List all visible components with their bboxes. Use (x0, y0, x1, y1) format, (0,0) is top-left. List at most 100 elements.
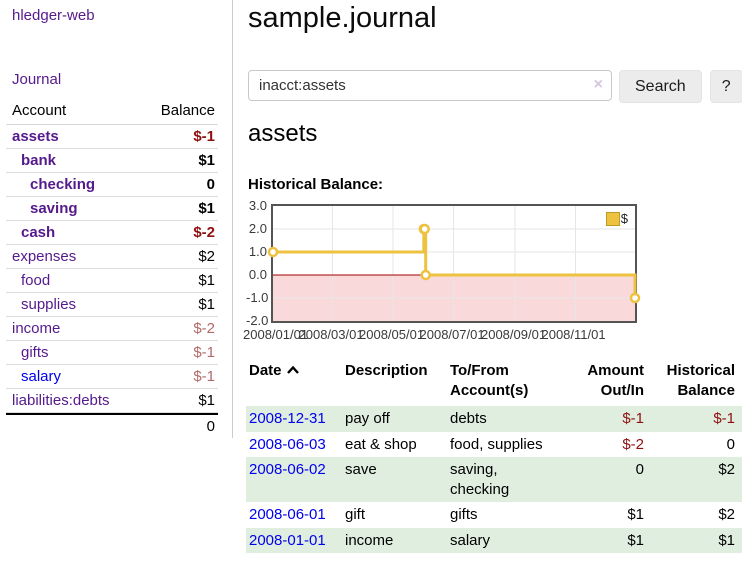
transaction-description: pay off (345, 410, 390, 427)
account-row: expenses $2 (6, 245, 218, 269)
account-balance: $1 (142, 293, 218, 317)
account-link-saving[interactable]: saving (30, 200, 78, 217)
accounts-total-row: 0 (6, 413, 218, 438)
account-balance: $-1 (142, 341, 218, 365)
transaction-row: 2008-06-02 save saving, checking 0 $2 (246, 457, 742, 502)
account-link-income[interactable]: income (12, 320, 61, 337)
y-tick-label: 2.0 (248, 221, 267, 236)
register-table: Date Description To/From Account(s) Amount … (246, 359, 742, 553)
sort-ascending-icon (286, 365, 299, 374)
register-column-description[interactable]: Description (345, 362, 428, 379)
app-brand-link[interactable]: hledger-web (12, 7, 95, 24)
register-column-historical[interactable]: Historical Balance (666, 362, 735, 399)
account-heading: assets (248, 120, 318, 147)
accounts-header-row: Account Balance (6, 99, 218, 125)
account-row: assets $-1 (6, 125, 218, 149)
account-row: supplies $1 (6, 293, 218, 317)
transaction-balance: 0 (726, 435, 735, 453)
transaction-balance: $1 (718, 531, 735, 549)
transaction-date-link[interactable]: 2008-06-03 (249, 435, 326, 453)
account-balance: $1 (142, 389, 218, 413)
account-balance: $1 (142, 269, 218, 293)
accounts-column-account: Account (6, 99, 143, 125)
account-link-liabilities-debts[interactable]: liabilities:debts (12, 392, 110, 409)
account-balance: $-2 (142, 317, 218, 341)
account-link-checking[interactable]: checking (30, 176, 96, 193)
transaction-accounts: saving, checking (450, 461, 510, 498)
transaction-balance: $-1 (713, 410, 735, 427)
account-link-salary[interactable]: salary (21, 368, 62, 385)
x-tick-label: 2008/03/01 (298, 327, 364, 342)
account-row: saving $1 (6, 197, 218, 221)
x-tick-label: 2008/07/01 (419, 327, 485, 342)
transaction-accounts: debts (450, 410, 487, 427)
account-balance: 0 (142, 173, 218, 197)
account-row: salary $-1 (6, 365, 218, 389)
y-tick-label: 0.0 (248, 267, 267, 282)
transaction-description: save (345, 461, 377, 478)
search-button[interactable]: Search (619, 70, 702, 103)
x-tick-label: 2008/01/01 (243, 327, 309, 342)
register-column-date[interactable]: Date (246, 359, 345, 406)
transaction-date-link[interactable]: 2008-01-01 (249, 531, 326, 549)
clear-search-icon[interactable]: × (593, 76, 603, 93)
account-row: checking 0 (6, 173, 218, 197)
chart-legend: $ (603, 210, 630, 227)
main-content: sample.journal × Search ? assets Histori… (243, 0, 742, 582)
account-balance: $2 (142, 245, 218, 269)
transaction-amount: $1 (627, 506, 644, 523)
account-balance: $1 (142, 149, 218, 173)
account-row: liabilities:debts $1 (6, 389, 218, 413)
search-input[interactable] (248, 70, 612, 101)
transaction-amount: $-1 (622, 410, 644, 427)
y-tick-label: 3.0 (248, 198, 267, 213)
account-link-food[interactable]: food (21, 272, 51, 289)
page-title: sample.journal (248, 2, 437, 34)
transaction-accounts: food, supplies (450, 435, 543, 453)
chart-svg (267, 206, 641, 321)
transaction-date-link[interactable]: 2008-06-02 (249, 461, 326, 478)
account-balance: $-1 (142, 125, 218, 149)
x-tick-label: 2008/05/01 (359, 327, 425, 342)
accounts-body: assets $-1 bank $1 checking 0 saving $1 cash $-2 e… (6, 125, 218, 413)
account-balance: $-1 (142, 365, 218, 389)
historical-balance-chart: 3.0 2.0 1.0 0.0 -1.0 -2.0 $ 2008/01/01 2008/03… (243, 198, 666, 342)
transaction-description: eat & shop (345, 435, 417, 453)
account-link-supplies[interactable]: supplies (21, 296, 77, 313)
accounts-table: Account Balance assets $-1 bank $1 checking 0… (6, 99, 218, 438)
transaction-accounts: salary (450, 531, 491, 549)
account-row: income $-2 (6, 317, 218, 341)
accounts-total-value: 0 (142, 413, 218, 438)
search-bar: × Search ? (248, 70, 742, 103)
register-body: 2008-12-31 pay off debts $-1 $-1 2008-06-03 ea… (246, 406, 742, 553)
sidebar: hledger-web Journal Account Balance asse… (0, 0, 233, 438)
account-row: food $1 (6, 269, 218, 293)
register-column-to-from[interactable]: To/From Account(s) (450, 362, 529, 399)
account-link-gifts[interactable]: gifts (21, 344, 49, 361)
transaction-row: 2008-12-31 pay off debts $-1 $-1 (246, 406, 742, 432)
accounts-column-balance: Balance (142, 99, 218, 125)
transaction-description: income (345, 531, 394, 549)
register-header-row: Date Description To/From Account(s) Amount … (246, 359, 742, 406)
transaction-date-link[interactable]: 2008-12-31 (249, 410, 326, 427)
chart-title: Historical Balance: (248, 176, 384, 193)
account-link-assets[interactable]: assets (12, 128, 59, 145)
register-column-amount[interactable]: Amount Out/In (587, 362, 644, 399)
transaction-amount: 0 (635, 461, 644, 478)
transaction-row: 2008-06-03 eat & shop food, supplies $-2 0 (246, 432, 742, 458)
x-tick-label: 2008/11/01 (541, 327, 606, 342)
y-tick-label: 1.0 (248, 244, 267, 259)
transaction-row: 2008-01-01 income salary $1 $1 (246, 527, 742, 553)
y-tick-label: -2.0 (246, 313, 269, 328)
legend-label: $ (620, 211, 628, 226)
transaction-amount: $1 (627, 531, 644, 549)
account-row: bank $1 (6, 149, 218, 173)
sidebar-item-journal[interactable]: Journal (12, 71, 62, 88)
account-link-cash[interactable]: cash (21, 224, 56, 241)
account-link-expenses[interactable]: expenses (12, 248, 77, 265)
account-balance: $1 (142, 197, 218, 221)
help-button[interactable]: ? (709, 70, 742, 103)
chart-plot-area: $ (267, 204, 641, 323)
transaction-date-link[interactable]: 2008-06-01 (249, 506, 326, 523)
account-link-bank[interactable]: bank (21, 152, 57, 169)
